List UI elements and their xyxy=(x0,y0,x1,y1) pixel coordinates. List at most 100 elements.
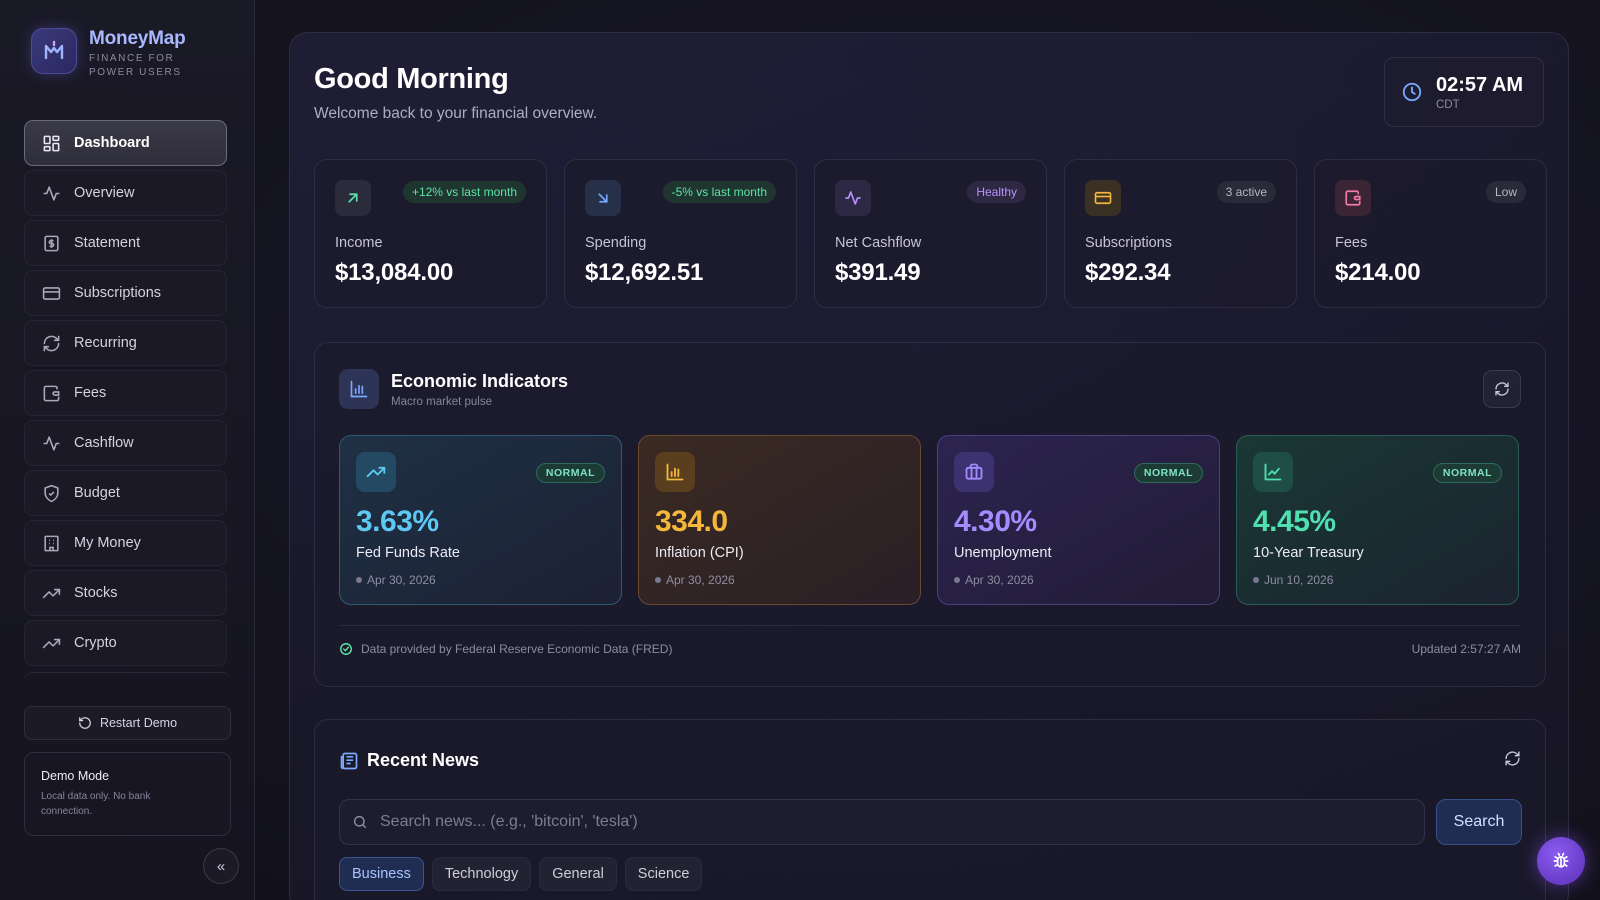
indicator-label: 10-Year Treasury xyxy=(1253,545,1364,561)
kpi-card-spending[interactable]: -5% vs last month Spending $12,692.51 xyxy=(564,159,797,308)
refresh-icon xyxy=(41,333,61,353)
demo-mode-description: Local data only. No bank connection. xyxy=(41,791,151,817)
sidebar-item-overview[interactable]: Overview xyxy=(24,170,227,216)
tab-business[interactable]: Business xyxy=(339,857,424,891)
clock-icon xyxy=(1401,81,1423,103)
line-chart-icon xyxy=(1253,452,1293,492)
tab-technology[interactable]: Technology xyxy=(431,857,532,891)
indicator-card-unemployment[interactable]: NORMAL 4.30% Unemployment Apr 30, 2026 xyxy=(937,435,1220,605)
indicator-date-text: Apr 30, 2026 xyxy=(367,573,436,587)
bar-chart-icon xyxy=(655,452,695,492)
main-panel: Good Morning Welcome back to your financ… xyxy=(289,32,1569,900)
indicator-row: NORMAL 3.63% Fed Funds Rate Apr 30, 2026… xyxy=(339,435,1519,605)
refresh-icon xyxy=(1504,750,1521,767)
sidebar-item-label: Budget xyxy=(74,485,120,501)
indicator-label: Fed Funds Rate xyxy=(356,545,460,561)
trend-up-icon xyxy=(41,583,61,603)
sidebar-item-cashflow[interactable]: Cashflow xyxy=(24,420,227,466)
indicator-date-text: Jun 10, 2026 xyxy=(1264,573,1334,587)
sidebar-item-label: My Money xyxy=(74,535,141,551)
sidebar-item-label: Statement xyxy=(74,235,141,251)
activity-icon xyxy=(41,183,61,203)
date-dot-icon xyxy=(954,577,960,583)
updated-timestamp: Updated 2:57:27 AM xyxy=(1411,642,1521,656)
indicator-label: Inflation (CPI) xyxy=(655,545,744,561)
sidebar-item-stocks[interactable]: Stocks xyxy=(24,570,227,616)
sidebar-item-budget[interactable]: Budget xyxy=(24,470,227,516)
sidebar-item-subscriptions[interactable]: Subscriptions xyxy=(24,270,227,316)
briefcase-icon xyxy=(954,452,994,492)
shield-icon xyxy=(41,483,61,503)
kpi-value: $214.00 xyxy=(1335,259,1421,286)
kpi-card-income[interactable]: +12% vs last month Income $13,084.00 xyxy=(314,159,547,308)
indicator-date: Apr 30, 2026 xyxy=(356,573,436,587)
sidebar-item-dashboard[interactable]: Dashboard xyxy=(24,120,227,166)
indicator-date-text: Apr 30, 2026 xyxy=(666,573,735,587)
data-source-text: Data provided by Federal Reserve Economi… xyxy=(361,642,673,656)
kpi-row: +12% vs last month Income $13,084.00 -5%… xyxy=(314,159,1547,308)
recent-news-section: Recent News Search Business Technology G… xyxy=(314,719,1546,900)
bug-icon xyxy=(1551,851,1571,871)
bank-icon xyxy=(41,533,61,553)
kpi-label: Fees xyxy=(1335,235,1368,251)
kpi-value: $292.34 xyxy=(1085,259,1171,286)
wallet-icon xyxy=(41,383,61,403)
kpi-label: Net Cashflow xyxy=(835,235,922,251)
search-button[interactable]: Search xyxy=(1436,799,1522,845)
page-subtitle: Welcome back to your financial overview. xyxy=(314,105,598,122)
grid-icon xyxy=(41,133,61,153)
kpi-card-fees[interactable]: Low Fees $214.00 xyxy=(1314,159,1547,308)
news-search-field[interactable] xyxy=(339,799,1425,845)
clock-time: 02:57 AM xyxy=(1436,73,1524,96)
collapse-sidebar-button[interactable]: « xyxy=(203,848,239,884)
brand-tagline: FINANCE FOR POWER USERS xyxy=(89,53,182,78)
section-title: Recent News xyxy=(367,750,480,770)
kpi-card-net-cashflow[interactable]: Healthy Net Cashflow $391.49 xyxy=(814,159,1047,308)
indicator-value: 4.30% xyxy=(954,505,1037,538)
indicator-value: 3.63% xyxy=(356,505,439,538)
brand[interactable]: MoneyMap FINANCE FOR POWER USERS xyxy=(31,28,219,80)
restart-demo-button[interactable]: Restart Demo xyxy=(24,706,231,740)
search-icon xyxy=(352,814,368,830)
refresh-news-button[interactable] xyxy=(1504,750,1521,767)
tab-science[interactable]: Science xyxy=(624,857,703,891)
indicator-date: Apr 30, 2026 xyxy=(655,573,735,587)
indicator-date: Apr 30, 2026 xyxy=(954,573,1034,587)
indicator-date-text: Apr 30, 2026 xyxy=(965,573,1034,587)
date-dot-icon xyxy=(356,577,362,583)
clock-widget: 02:57 AM CDT xyxy=(1384,57,1544,127)
indicators-footer: Data provided by Federal Reserve Economi… xyxy=(339,625,1521,656)
news-search-input[interactable] xyxy=(380,813,1380,831)
indicator-card-inflation[interactable]: 334.0 Inflation (CPI) Apr 30, 2026 xyxy=(638,435,921,605)
debug-bug-button[interactable] xyxy=(1537,837,1585,885)
sidebar-item-statement[interactable]: Statement xyxy=(24,220,227,266)
status-badge: NORMAL xyxy=(535,463,605,483)
indicator-card-treasury[interactable]: NORMAL 4.45% 10-Year Treasury Jun 10, 20… xyxy=(1236,435,1519,605)
sidebar-item-fees[interactable]: Fees xyxy=(24,370,227,416)
refresh-indicators-button[interactable] xyxy=(1483,370,1521,408)
dollar-doc-icon xyxy=(41,233,61,253)
chevrons-left-icon: « xyxy=(216,857,226,875)
sidebar-item-label: Overview xyxy=(74,185,135,201)
restart-icon xyxy=(78,716,92,730)
wallet-icon xyxy=(1335,180,1371,216)
arrow-down-right-icon xyxy=(585,180,621,216)
tab-general[interactable]: General xyxy=(539,857,617,891)
sidebar-item-recurring[interactable]: Recurring xyxy=(24,320,227,366)
sidebar-item-my-money[interactable]: My Money xyxy=(24,520,227,566)
restart-demo-label: Restart Demo xyxy=(99,716,178,730)
kpi-label: Income xyxy=(335,235,383,251)
moneymap-logo-icon xyxy=(31,28,77,74)
sidebar-item-crypto[interactable]: Crypto xyxy=(24,620,227,666)
sidebar-item-label: Recurring xyxy=(74,335,137,351)
indicator-label: Unemployment xyxy=(954,545,1052,561)
kpi-card-subscriptions[interactable]: 3 active Subscriptions $292.34 xyxy=(1064,159,1297,308)
trend-up-icon xyxy=(41,633,61,653)
news-category-tabs: Business Technology General Science xyxy=(339,857,703,891)
date-dot-icon xyxy=(655,577,661,583)
indicator-card-fed-funds[interactable]: NORMAL 3.63% Fed Funds Rate Apr 30, 2026 xyxy=(339,435,622,605)
indicator-date: Jun 10, 2026 xyxy=(1253,573,1333,587)
sidebar-item-label: Crypto xyxy=(74,635,117,651)
refresh-icon xyxy=(1494,381,1510,397)
indicator-value: 4.45% xyxy=(1253,505,1336,538)
